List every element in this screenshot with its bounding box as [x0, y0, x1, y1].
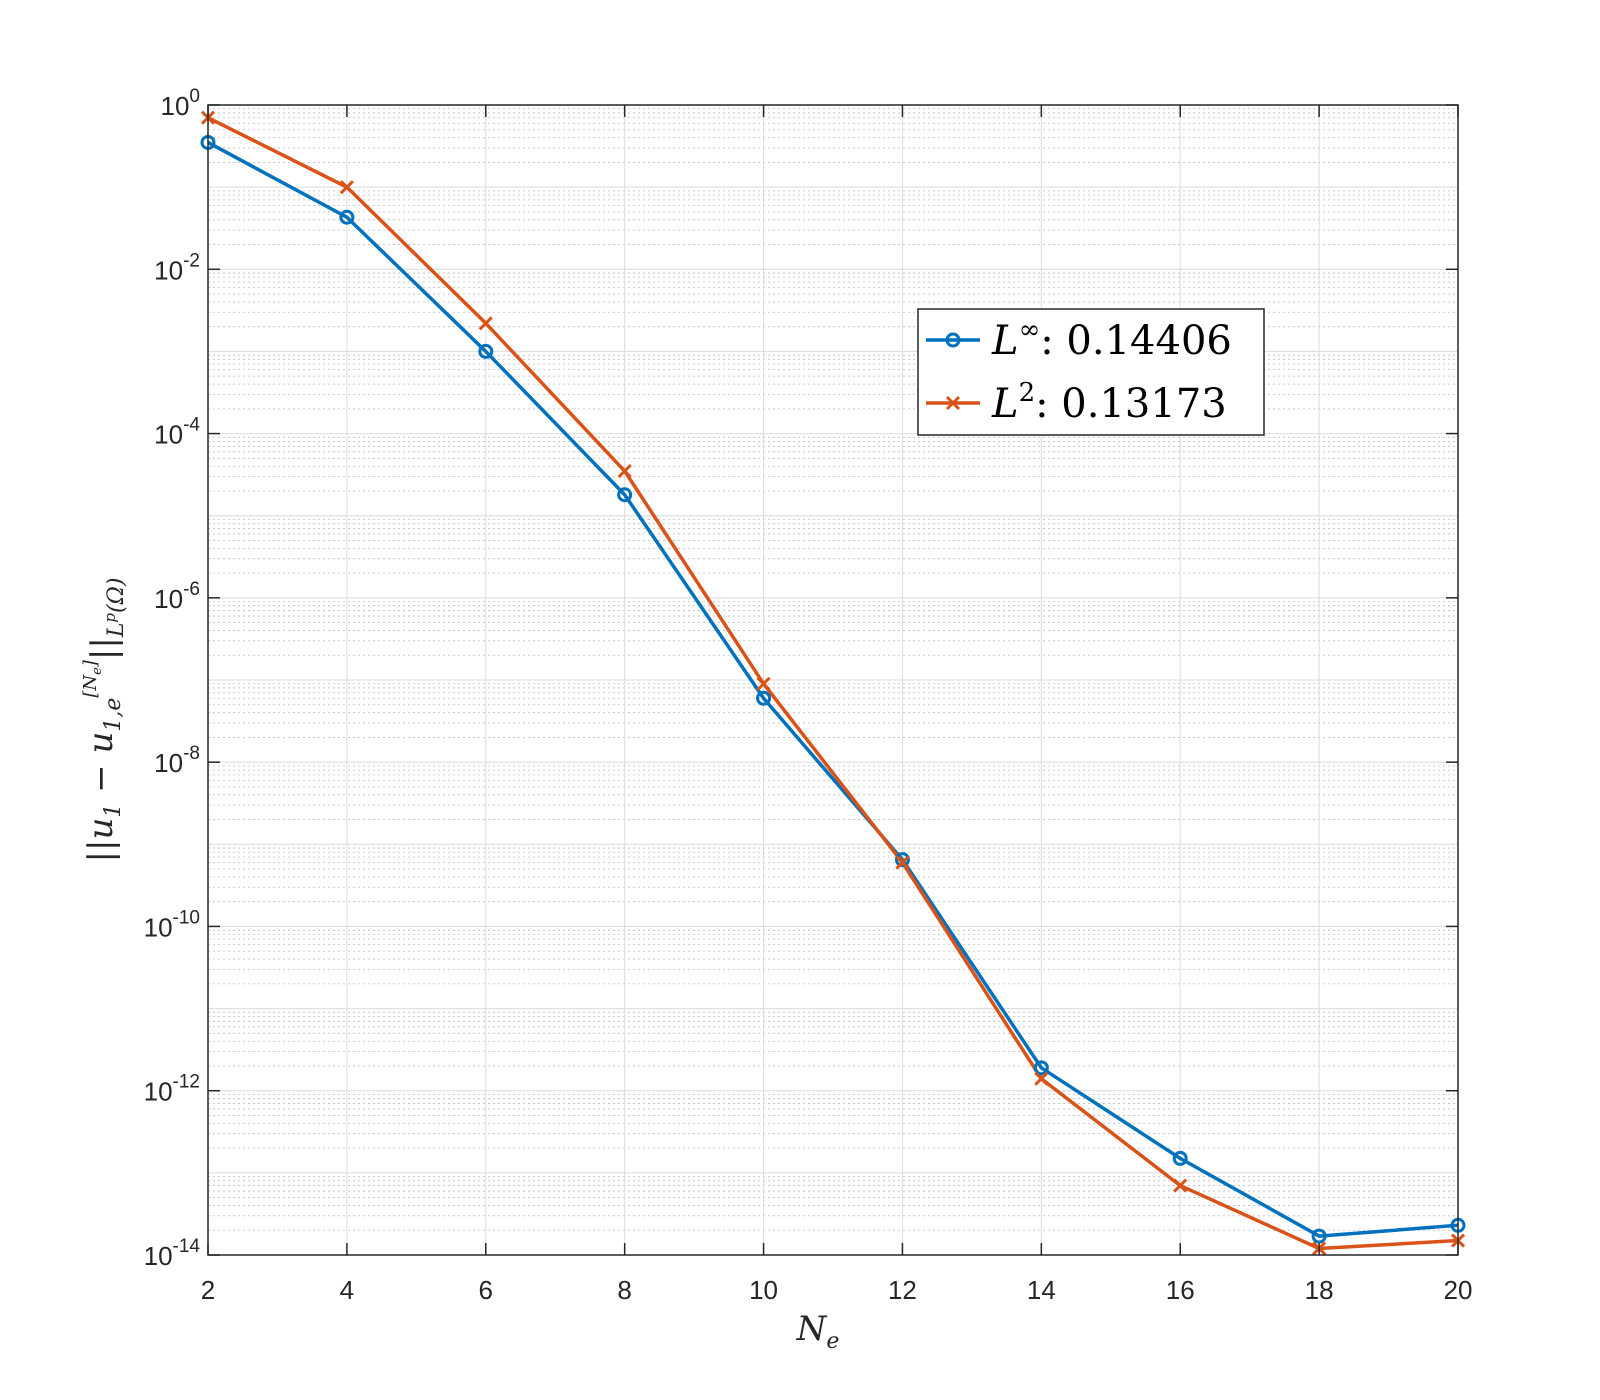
y-tick-label: 10-14: [144, 1236, 201, 1271]
x-tick-label: 8: [617, 1275, 631, 1305]
data-point-x: [478, 316, 493, 331]
x-tick-label: 16: [1166, 1275, 1195, 1305]
y-tick-label: 10-8: [154, 743, 200, 778]
x-tick-labels: 2 4 6 8 10 12 14 16 18 20: [201, 1275, 1473, 1305]
x-tick-label: 18: [1305, 1275, 1334, 1305]
legend-l2-main: L: [991, 381, 1019, 427]
data-point-x: [756, 676, 771, 691]
y-tick-label: 100: [161, 86, 201, 121]
svg-text:L∞: 0.14406: L∞: 0.14406: [991, 315, 1232, 364]
plot-frame: [207, 104, 1459, 1256]
series-line-1: [207, 116, 1459, 1251]
svg-text:L2: 0.13173: L2: 0.13173: [991, 378, 1227, 427]
data-point-circle: [617, 487, 633, 503]
data-point-x: [339, 180, 354, 195]
x-tick-label: 20: [1444, 1275, 1473, 1305]
x-tick-label: 2: [201, 1275, 215, 1305]
data-point-circle: [894, 852, 910, 868]
series-layer: [200, 110, 1466, 1256]
y-tick-label: 10-6: [154, 579, 200, 614]
data-point-circle: [339, 209, 355, 225]
data-point-circle: [756, 690, 772, 706]
legend-circle-marker-icon: [945, 332, 961, 348]
legend-box: [917, 308, 1265, 436]
y-tick-label: 10-2: [154, 250, 200, 285]
data-point-x: [1173, 1178, 1188, 1193]
data-point-x: [617, 463, 632, 479]
series-line-0: [207, 140, 1459, 1238]
x-axis-label: Ne: [796, 1309, 840, 1354]
legend-l2-sup: 2: [1019, 378, 1036, 408]
x-tick-label: 6: [479, 1275, 493, 1305]
y-tick-label: 10-10: [144, 907, 200, 942]
x-tick-label: 10: [749, 1275, 778, 1305]
legend-entry-linf: L∞: 0.14406: [926, 315, 1232, 364]
axis-ticks: [207, 104, 1459, 1256]
legend-x-marker-icon: [945, 395, 961, 411]
legend-linf-sup: ∞: [1019, 315, 1041, 345]
legend-entry-l2: L2: 0.13173: [926, 378, 1227, 427]
data-point-circle: [1311, 1228, 1327, 1244]
data-point-circle: [1033, 1060, 1049, 1076]
y-tick-label: 10-12: [144, 1072, 200, 1107]
x-tick-label: 14: [1027, 1275, 1056, 1305]
x-tick-label: 12: [888, 1275, 917, 1305]
data-point-circle: [1172, 1150, 1188, 1166]
data-point-x: [895, 855, 910, 870]
svg-text:||u1 − u1,e[Ne]||Lp(Ω): ||u1 − u1,e[Ne]||Lp(Ω): [80, 578, 129, 863]
x-tick-label: 4: [340, 1275, 354, 1305]
legend: L∞: 0.14406 L2: 0.13173: [917, 308, 1265, 436]
y-tick-label: 10-4: [154, 415, 200, 450]
legend-linf-value: : 0.14406: [1040, 318, 1232, 364]
data-point-circle: [478, 343, 494, 359]
data-point-x: [1034, 1071, 1049, 1086]
legend-l2-value: : 0.13173: [1035, 381, 1227, 427]
legend-linf-main: L: [991, 318, 1019, 364]
y-tick-labels: 100 10-2 10-4 10-6 10-8 10-10 10-12 10-14: [144, 86, 201, 1271]
y-axis-label: ||u1 − u1,e[Ne]||Lp(Ω): [80, 578, 129, 863]
